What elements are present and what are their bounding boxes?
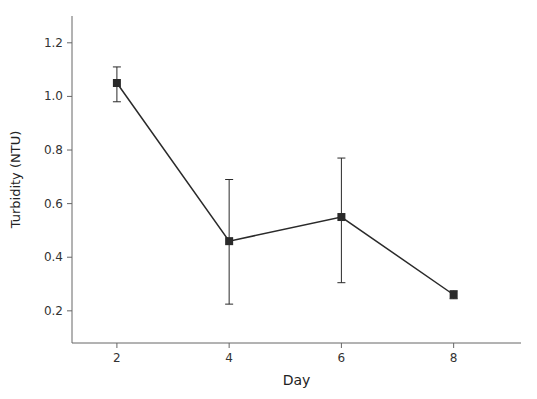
data-point: [113, 79, 121, 87]
error-bar-cap: [225, 304, 233, 305]
error-bar: [337, 158, 345, 283]
x-tick: [453, 343, 454, 348]
data-point: [450, 291, 458, 299]
y-tick: [67, 257, 72, 258]
chart-container: 2 4 6 8 0.2 0.4 0.6 0.8 1.0 1.2 Day Turbidity (NTU): [0, 0, 537, 399]
x-axis-label: Day: [283, 372, 311, 388]
x-tick: [229, 343, 230, 348]
error-bar-cap: [337, 282, 345, 283]
y-tick-label: 0.8: [44, 143, 63, 157]
x-tick-label: 4: [225, 351, 233, 365]
x-tick: [116, 343, 117, 348]
x-tick-label: 6: [338, 351, 346, 365]
y-axis-line: [72, 16, 73, 343]
data-group: [113, 67, 458, 304]
y-tick-label: 1.0: [44, 89, 63, 103]
y-tick: [67, 150, 72, 151]
axes: 2 4 6 8 0.2 0.4 0.6 0.8 1.0 1.2: [44, 16, 521, 365]
chart-svg: 2 4 6 8 0.2 0.4 0.6 0.8 1.0 1.2 Day Turbidity (NTU): [0, 0, 537, 399]
y-tick: [67, 310, 72, 311]
y-tick: [67, 42, 72, 43]
y-tick-label: 1.2: [44, 36, 63, 50]
x-tick-label: 2: [113, 351, 121, 365]
error-bar: [113, 67, 121, 102]
y-axis-label: Turbidity (NTU): [8, 131, 23, 230]
y-tick: [67, 203, 72, 204]
data-point: [225, 237, 233, 245]
error-bar-cap: [113, 101, 121, 102]
data-point: [337, 213, 345, 221]
error-bar: [450, 291, 458, 299]
error-bar-cap: [337, 158, 345, 159]
y-tick-label: 0.4: [44, 250, 63, 264]
data-line: [117, 83, 454, 295]
error-bar: [225, 180, 233, 305]
error-bar-cap: [225, 179, 233, 180]
x-tick-label: 8: [450, 351, 458, 365]
y-tick-label: 0.6: [44, 197, 63, 211]
y-tick: [67, 96, 72, 97]
x-tick: [341, 343, 342, 348]
y-tick-label: 0.2: [44, 304, 63, 318]
error-bar-cap: [113, 66, 121, 67]
